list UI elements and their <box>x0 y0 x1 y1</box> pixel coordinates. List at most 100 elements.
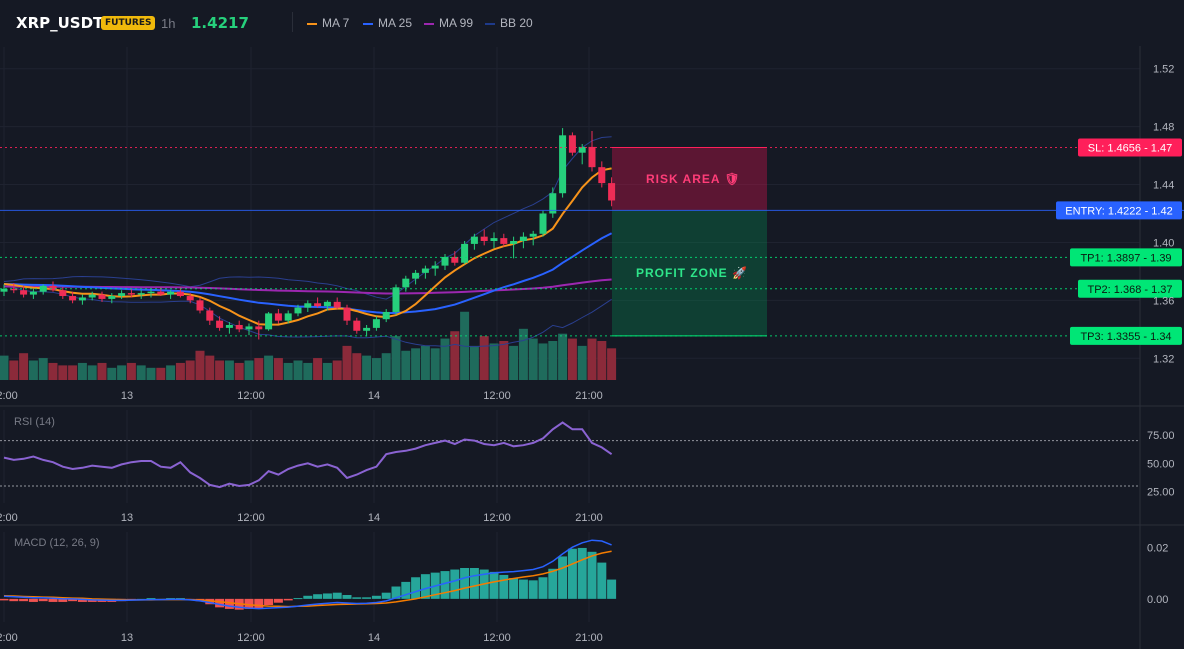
candle-body <box>49 285 57 291</box>
macd-hist-bar <box>440 571 450 599</box>
candle <box>598 161 606 188</box>
candle <box>186 293 194 304</box>
volume-bar <box>469 345 479 380</box>
candle-body <box>186 296 194 301</box>
candle-body <box>98 294 106 299</box>
candle <box>333 297 341 310</box>
volume-bar <box>126 362 136 380</box>
candle-body <box>39 285 47 292</box>
candle-body <box>412 272 420 279</box>
macd-hist-bar <box>205 598 215 605</box>
volume-bar <box>117 365 127 380</box>
candle <box>59 287 67 299</box>
price-tick-label: 1.44 <box>1153 180 1174 192</box>
time-tick-label: 21:00 <box>575 512 603 524</box>
candle-body <box>470 236 478 244</box>
macd-hist-bar <box>273 598 283 603</box>
candle <box>0 284 8 297</box>
candle-body <box>343 307 351 321</box>
macd-hist-bar <box>362 597 372 599</box>
macd-hist-bar <box>303 595 313 599</box>
volume-bar <box>97 362 107 380</box>
candle-body <box>284 313 292 321</box>
macd-hist-bar <box>254 598 264 609</box>
candle <box>118 290 126 299</box>
header-divider <box>292 12 293 32</box>
legend-ma7[interactable]: MA 7 <box>307 16 349 30</box>
macd-hist-bar <box>166 598 176 600</box>
candle <box>323 300 331 311</box>
macd-hist-bar <box>411 577 421 599</box>
macd-hist-bar <box>146 598 156 600</box>
candle <box>392 284 400 315</box>
price-tick-label: 1.52 <box>1153 64 1174 76</box>
candle <box>588 130 596 172</box>
volume-bar <box>352 353 362 380</box>
macd-hist-bar <box>293 598 303 600</box>
macd-hist-bar <box>509 578 519 599</box>
macd-hist-bar <box>597 562 607 599</box>
ma7-swatch <box>307 22 317 25</box>
volume-bar <box>587 338 597 380</box>
macd-hist-bar <box>450 569 460 599</box>
candle <box>529 230 537 246</box>
candle <box>216 316 224 331</box>
timeframe-label[interactable]: 1h <box>161 16 176 31</box>
volume-bar <box>205 355 215 380</box>
candle-body <box>294 307 302 314</box>
volume-bar <box>411 348 421 380</box>
candle <box>20 285 28 298</box>
volume-bar <box>518 328 528 380</box>
time-tick-label: 14 <box>368 512 380 524</box>
macd-hist-bar <box>68 598 78 602</box>
volume-bar <box>558 333 568 380</box>
volume-bar <box>381 353 391 380</box>
candle <box>294 304 302 317</box>
macd-signal-line <box>3 550 612 608</box>
candle-body <box>588 146 596 168</box>
volume-bar <box>166 365 176 380</box>
axes: 1.52 1.48 1.44 1.40 1.36 1.32 75.00 50.00 25.00 0… <box>0 64 1175 644</box>
ma99-line <box>4 278 612 295</box>
macd-hist-bar <box>567 548 577 599</box>
candle <box>10 282 18 294</box>
price-tick-label: 1.48 <box>1153 122 1174 134</box>
entry-level-tag <box>1056 201 1182 220</box>
candle-body <box>245 326 253 330</box>
tp3-level-label: TP3: 1.3355 - 1.34 <box>1080 331 1171 343</box>
symbol-title[interactable]: XRP_USDT <box>16 14 104 32</box>
time-tick-label: 12:00 <box>483 632 511 644</box>
candle-body <box>304 303 312 308</box>
volume-bar <box>77 362 87 380</box>
candle <box>235 320 243 333</box>
volume-bar <box>48 362 58 380</box>
candle <box>225 322 233 334</box>
legend-ma25[interactable]: MA 25 <box>363 16 412 30</box>
volume-bar <box>19 353 29 380</box>
candle-body <box>176 291 184 297</box>
bb-lower-line <box>3 285 612 348</box>
entry-level-label: ENTRY: 1.4222 - 1.42 <box>1065 205 1172 217</box>
legend-bb20[interactable]: BB 20 <box>485 16 533 30</box>
volume-bar <box>244 360 254 380</box>
legend-ma99[interactable]: MA 99 <box>424 16 473 30</box>
candle <box>500 233 508 247</box>
candle <box>568 132 576 156</box>
macd-hist-bar <box>283 598 293 601</box>
candle <box>245 323 253 336</box>
futures-badge: FUTURES <box>101 16 156 30</box>
chart-header: XRP_USDT FUTURES 1h 1.4217 MA 7 MA 25 MA… <box>0 0 1184 46</box>
candlesticks[interactable] <box>0 128 616 340</box>
rsi-title: RSI (14) <box>14 416 55 428</box>
candle-body <box>382 311 390 320</box>
candle <box>284 310 292 324</box>
volume-bar <box>342 345 352 380</box>
macd-tick-label: 0.02 <box>1147 542 1168 554</box>
volume-bar <box>264 355 274 380</box>
macd-hist-bar <box>48 598 58 602</box>
volume-bar <box>332 360 342 380</box>
candle-body <box>431 265 439 269</box>
candle-body <box>529 233 537 237</box>
candle-body <box>608 183 616 201</box>
